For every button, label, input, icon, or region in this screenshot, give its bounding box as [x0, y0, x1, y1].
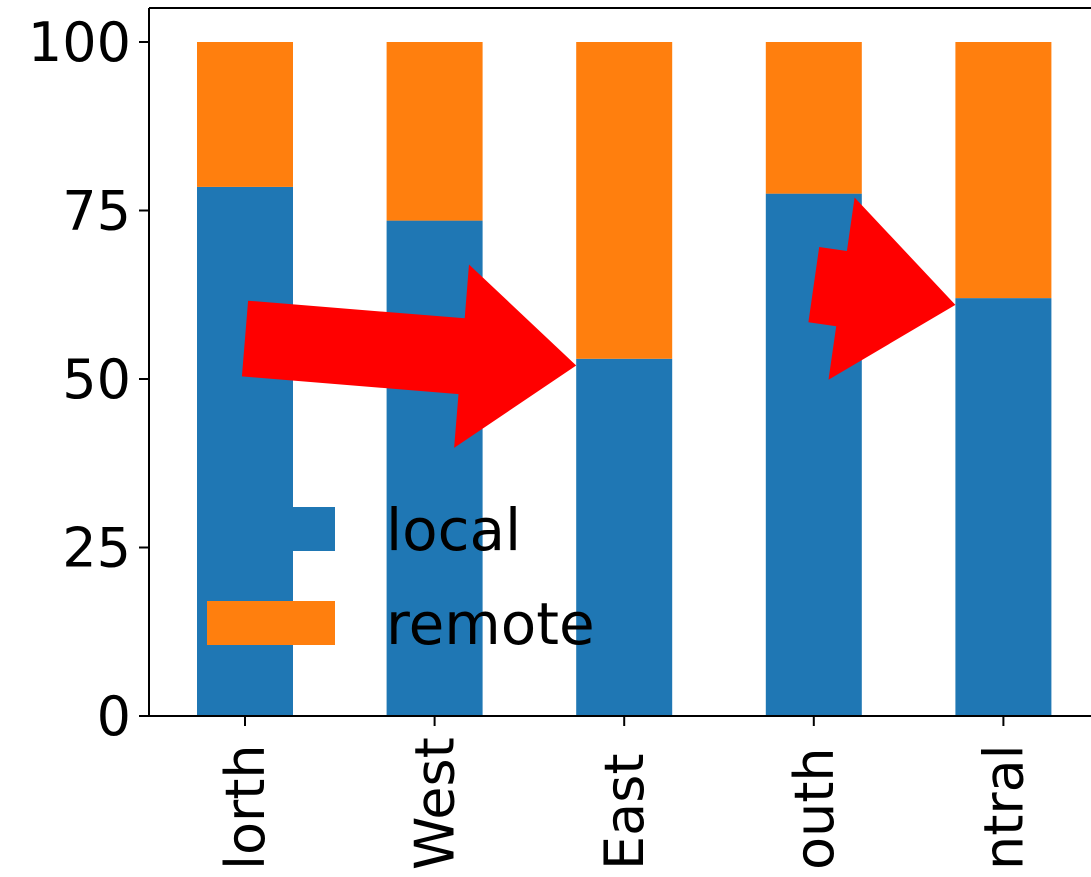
bar-local-east	[576, 358, 673, 716]
y-tick-label-25: 25	[62, 517, 131, 580]
y-axis-ticks: 0 25 50 75 100	[28, 11, 149, 748]
y-tick-label-100: 100	[28, 11, 131, 74]
x-tick-label-south: outh	[783, 747, 846, 870]
x-tick-label-central: ntral	[972, 744, 1035, 870]
bar-local-central	[955, 298, 1052, 716]
x-axis-ticks: lorth West East outh ntral	[214, 716, 1035, 870]
bar-remote-north	[197, 42, 293, 187]
legend: local remote	[207, 496, 595, 658]
x-tick-label-west: West	[404, 737, 467, 870]
red-arrow-2	[808, 197, 956, 380]
arrows-layer	[241, 197, 956, 448]
bar-remote-west	[386, 42, 483, 221]
y-tick-label-50: 50	[62, 348, 131, 411]
legend-swatch-local	[207, 507, 335, 551]
legend-label-local: local	[386, 496, 521, 564]
bar-remote-east	[576, 42, 673, 359]
bar-remote-central	[955, 42, 1052, 299]
y-tick-label-75: 75	[62, 180, 131, 243]
x-tick-label-east: East	[593, 753, 656, 870]
legend-swatch-remote	[207, 601, 335, 645]
red-arrow-1	[241, 264, 577, 448]
axes	[148, 7, 1091, 717]
bar-remote-south	[765, 42, 862, 194]
y-tick-label-0: 0	[97, 685, 131, 748]
x-tick-label-north: lorth	[214, 744, 277, 870]
legend-label-remote: remote	[386, 590, 595, 658]
